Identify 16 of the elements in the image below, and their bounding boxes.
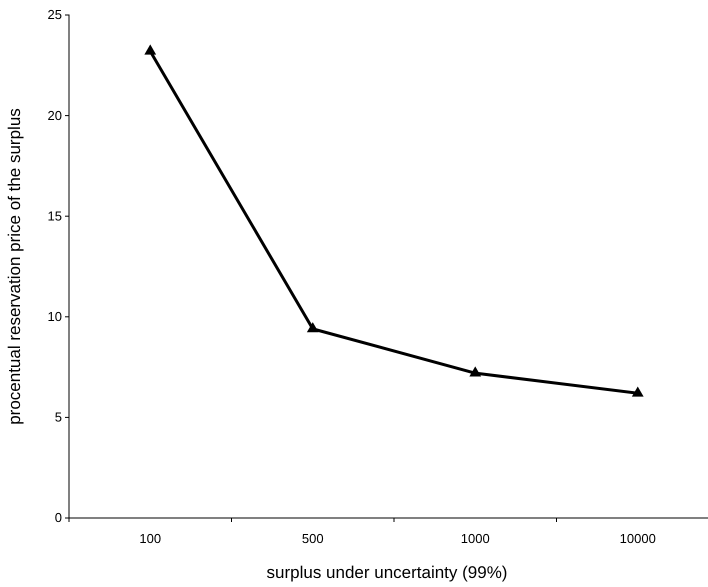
- point: [306, 322, 319, 332]
- x-axis-title: surplus under uncertainty (99%): [266, 563, 508, 582]
- x-tick-label: 1000: [460, 531, 490, 546]
- x-tick-label: 10000: [620, 531, 656, 546]
- y-tick-label: 25: [48, 7, 62, 22]
- y-tick-label: 20: [48, 108, 62, 123]
- point: [632, 386, 644, 397]
- y-tick-label: 15: [48, 208, 62, 224]
- x-tick-label: 500: [302, 531, 324, 546]
- point: [144, 44, 156, 55]
- y-tick-label: 0: [54, 510, 62, 526]
- y-tick-label: 10: [48, 308, 62, 324]
- point: [469, 366, 482, 377]
- y-axis-title: procentual reservation price of the surplus: [5, 108, 24, 425]
- x-tick-label: 100: [139, 531, 162, 546]
- y-tick-label: 5: [54, 410, 62, 425]
